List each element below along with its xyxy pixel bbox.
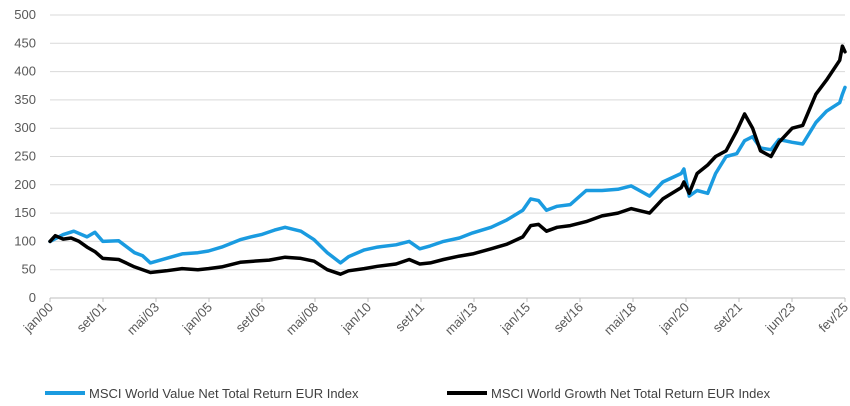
x-tick-label: set/21 bbox=[709, 300, 745, 336]
x-tick-label: mai/08 bbox=[283, 300, 321, 338]
y-tick-label: 150 bbox=[14, 205, 36, 220]
x-tick-label: jun/23 bbox=[762, 300, 798, 336]
x-tick-label: fev/25 bbox=[815, 300, 850, 336]
x-tick-label: mai/13 bbox=[442, 300, 480, 338]
x-tick-label: set/11 bbox=[392, 300, 427, 335]
y-tick-label: 450 bbox=[14, 35, 36, 50]
y-tick-label: 250 bbox=[14, 149, 36, 164]
x-tick-label: jan/00 bbox=[20, 300, 56, 336]
legend: MSCI World Value Net Total Return EUR In… bbox=[45, 386, 771, 401]
legend-label: MSCI World Value Net Total Return EUR In… bbox=[89, 386, 359, 401]
y-tick-label: 400 bbox=[14, 64, 36, 79]
y-tick-label: 300 bbox=[14, 120, 36, 135]
y-tick-label: 350 bbox=[14, 92, 36, 107]
y-tick-label: 50 bbox=[22, 262, 36, 277]
x-tick-label: mai/18 bbox=[601, 300, 639, 338]
series-lines bbox=[48, 44, 847, 276]
y-tick-label: 200 bbox=[14, 177, 36, 192]
x-axis-ticks: jan/00 set/01 mai/03 jan/05 set/06 mai/08 jan/… bbox=[20, 298, 850, 338]
legend-label: MSCI World Growth Net Total Return EUR I… bbox=[491, 386, 771, 401]
y-tick-label: 500 bbox=[14, 7, 36, 22]
x-tick-label: jan/05 bbox=[179, 300, 215, 336]
y-tick-label: 0 bbox=[29, 290, 36, 305]
series-line-1 bbox=[48, 44, 847, 276]
x-tick-label: jan/10 bbox=[338, 300, 374, 336]
x-tick-label: set/16 bbox=[550, 300, 586, 336]
y-axis-ticks: 0 50 100 150 200 250 300 350 400 450 500 bbox=[14, 7, 36, 305]
y-tick-label: 100 bbox=[14, 233, 36, 248]
x-tick-label: jan/20 bbox=[656, 300, 692, 336]
series-line-0 bbox=[48, 85, 847, 265]
x-tick-label: mai/03 bbox=[124, 300, 162, 338]
x-tick-label: set/06 bbox=[232, 300, 268, 336]
grid bbox=[50, 14, 845, 271]
x-tick-label: set/01 bbox=[73, 300, 109, 336]
x-tick-label: jan/15 bbox=[497, 300, 533, 336]
